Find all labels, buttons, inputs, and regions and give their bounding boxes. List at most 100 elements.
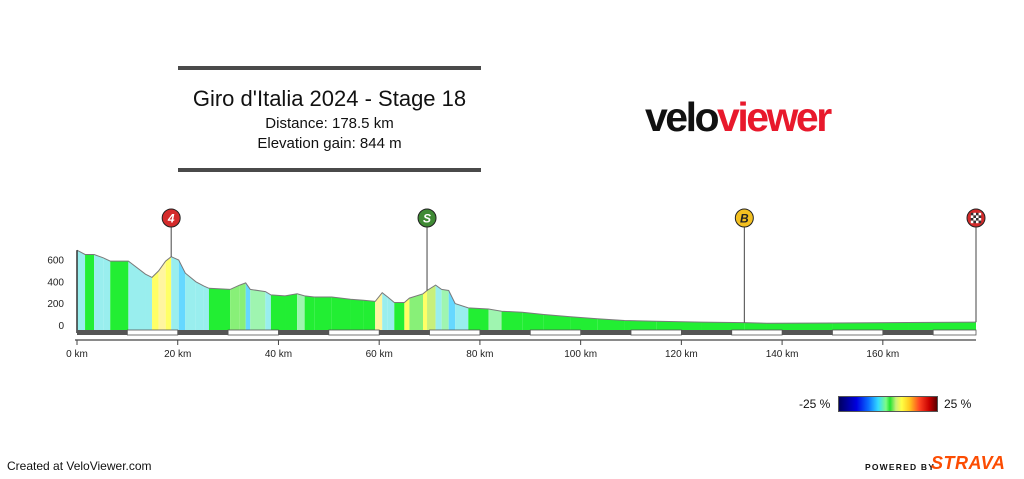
- stage-title: Giro d'Italia 2024 - Stage 18: [192, 86, 467, 111]
- profile-segment: [350, 299, 364, 333]
- profile-segment: [270, 294, 286, 333]
- scale-bar-dark: [379, 330, 430, 335]
- scale-bar-dark: [681, 330, 732, 335]
- distance-text: Distance: 178.5 km: [265, 115, 394, 132]
- profile-outline: [76, 249, 977, 324]
- finish-flag-cell: [976, 218, 979, 221]
- finish-flag-cell: [970, 220, 974, 224]
- profile-segment: [394, 302, 405, 333]
- profile-segment: [285, 293, 298, 333]
- legend-max-label: 25 %: [944, 397, 972, 411]
- x-tick-label: 80 km: [466, 349, 493, 360]
- profile-segment: [185, 273, 196, 333]
- profile-segment: [427, 285, 436, 333]
- x-tick-label: 140 km: [766, 349, 799, 360]
- profile-segment: [435, 285, 442, 333]
- finish-flag-cell: [970, 218, 974, 221]
- finish-flag-cell: [973, 218, 976, 221]
- profile-segment: [363, 300, 376, 333]
- logo-part-velo: velo: [645, 94, 720, 140]
- profile-segment: [158, 261, 166, 333]
- strava-logo: STRAVA: [931, 453, 1006, 473]
- x-tick-label: 60 km: [366, 349, 393, 360]
- y-tick-label: 200: [47, 299, 64, 310]
- y-tick-label: 0: [58, 321, 64, 332]
- profile-segment: [245, 282, 251, 333]
- profile-segment: [77, 250, 86, 333]
- scale-bar-light: [832, 329, 884, 336]
- gradient-segments: [76, 249, 977, 333]
- y-tick-label: 400: [47, 277, 64, 288]
- profile-segment: [165, 256, 172, 333]
- profile-segment: [230, 285, 240, 333]
- profile-segment: [597, 318, 625, 333]
- profile-segment: [522, 312, 544, 333]
- profile-segment: [409, 293, 424, 333]
- finish-flag-cell: [973, 215, 976, 218]
- profile-segment: [501, 311, 523, 333]
- finish-flag-cell: [978, 215, 982, 218]
- scale-bar-light: [529, 329, 582, 336]
- scale-bar-light: [630, 329, 682, 336]
- marker-label: 4: [167, 212, 175, 226]
- footer-credit: Created at VeloViewer.com: [7, 459, 152, 473]
- profile-segment: [441, 289, 449, 333]
- profile-segment: [404, 298, 410, 333]
- x-tick-label: 100 km: [564, 349, 597, 360]
- legend-min-label: -25 %: [799, 397, 831, 411]
- finish-flag-cell: [973, 220, 976, 224]
- scale-bar-light: [227, 329, 279, 336]
- route-markers: 4 S B: [161, 208, 986, 323]
- profile-segment: [423, 290, 428, 333]
- profile-segment: [203, 286, 209, 333]
- scale-bar-dark: [580, 330, 632, 335]
- profile-segment: [171, 256, 179, 333]
- profile-segment: [331, 297, 351, 333]
- finish-flag-cell: [978, 212, 982, 216]
- profile-segment: [543, 314, 571, 333]
- profile-segment: [195, 281, 204, 333]
- profile-segment: [250, 289, 266, 333]
- elevation-gain-text: Elevation gain: 844 m: [257, 135, 402, 152]
- x-tick-label: 0 km: [66, 349, 88, 360]
- scale-bar-dark: [479, 330, 531, 335]
- gradient-legend-bar: [838, 396, 938, 412]
- profile-segment: [103, 257, 111, 333]
- scale-bar-light: [328, 329, 380, 336]
- title-bottom-rule: [178, 168, 481, 172]
- title-box: Giro d'Italia 2024 - Stage 18 Distance: …: [178, 66, 481, 172]
- profile-segment: [488, 309, 502, 333]
- x-tick-label: 20 km: [164, 349, 191, 360]
- profile-segment: [208, 288, 231, 333]
- finish-flag-cell: [970, 212, 974, 216]
- scale-bar-dark: [278, 330, 329, 335]
- profile-segment: [110, 261, 129, 333]
- profile-segment: [570, 316, 598, 333]
- finish-flag-cell: [976, 215, 979, 218]
- finish-flag-cell: [978, 220, 982, 224]
- x-tick-label: 120 km: [665, 349, 698, 360]
- profile-segment: [304, 295, 315, 333]
- finish-flag-cell: [973, 212, 976, 216]
- scale-bar-light: [429, 329, 481, 336]
- finish-flag-cell: [970, 215, 974, 218]
- profile-segment: [94, 254, 104, 333]
- scale-bar-dark: [882, 330, 934, 335]
- profile-segment: [128, 261, 146, 333]
- profile-segment: [375, 292, 383, 333]
- scale-bar-light: [932, 329, 977, 336]
- profile-segment: [152, 270, 159, 333]
- scale-bar-light: [126, 329, 179, 336]
- scale-bar-dark: [782, 330, 833, 335]
- x-tick-label: 40 km: [265, 349, 292, 360]
- profile-segment: [314, 297, 332, 333]
- marker-label: B: [740, 212, 749, 226]
- profile-segment: [468, 307, 489, 333]
- marker-label: S: [423, 212, 431, 226]
- profile-segment: [239, 282, 246, 333]
- chart-axes: 0 km 20 km 40 km 60 km 80 km 100 km 120 km 140 …: [47, 255, 977, 360]
- powered-by-label: POWERED BY: [865, 462, 936, 472]
- scale-bar-light: [731, 329, 783, 336]
- finish-flag-cell: [976, 212, 979, 216]
